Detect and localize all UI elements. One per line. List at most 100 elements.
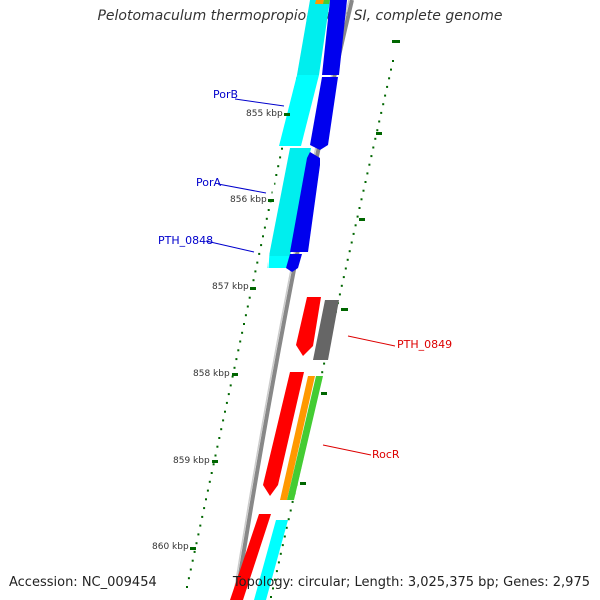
inner-scale-dot xyxy=(262,235,264,238)
outer-scale-dot xyxy=(352,232,355,235)
pth0849-cds-arrow xyxy=(296,297,321,356)
gene-label-pora[interactable]: PorA xyxy=(196,176,221,189)
inner-scale-dot xyxy=(214,454,217,457)
outer-scale-dot xyxy=(275,570,278,573)
outer-scale-dot xyxy=(354,224,357,227)
outer-scale-dot xyxy=(289,509,292,512)
outer-scale-dot xyxy=(285,526,288,529)
pora-leader xyxy=(217,183,267,194)
outer-scale-dot xyxy=(364,181,367,183)
porb-cds-arrow-2 xyxy=(310,77,338,150)
inner-scale-dot xyxy=(205,498,207,501)
outer-scale-dot xyxy=(386,85,389,88)
gene-label-porb[interactable]: PorB xyxy=(213,88,238,101)
forward-strand-features xyxy=(230,297,339,600)
porb-feature-bar xyxy=(297,0,330,75)
inner-scale-dot xyxy=(254,270,257,273)
inner-scale-dot xyxy=(203,507,206,510)
gene-label-pth0848[interactable]: PTH_0848 xyxy=(158,234,213,247)
ruler-mark-858 xyxy=(232,373,238,376)
outer-scale-dot xyxy=(348,250,351,253)
inner-scale-dot xyxy=(224,410,226,413)
outer-tick xyxy=(300,482,306,485)
outer-scale-dot xyxy=(370,155,373,158)
ruler: 855 kbp 856 kbp 857 kbp 858 kbp 859 kbp … xyxy=(152,109,290,552)
genome-summary-text: Topology: circular; Length: 3,025,375 bp… xyxy=(232,575,590,590)
ruler-mark-857 xyxy=(250,287,256,290)
outer-scale-dot xyxy=(283,535,286,538)
ruler-mark-856 xyxy=(268,199,274,202)
outer-scale-dot xyxy=(350,241,353,244)
inner-scale-dot xyxy=(263,226,266,229)
label-leaders xyxy=(205,98,396,456)
inner-scale-dot xyxy=(235,358,238,361)
top-gene-green xyxy=(323,0,330,4)
rocr-green-feature xyxy=(287,376,323,500)
rocr-cds-arrow xyxy=(263,372,304,496)
ruler-label-858: 858 kbp xyxy=(193,369,230,379)
outer-scale-dot xyxy=(360,198,363,201)
pth0848-cds-arrow xyxy=(286,254,302,272)
ruler-label-859: 859 kbp xyxy=(173,456,210,466)
inner-scale-dot xyxy=(275,174,278,176)
inner-scale-dot xyxy=(195,542,198,545)
inner-scale-dot xyxy=(260,244,263,247)
ruler-mark-859 xyxy=(212,460,218,463)
outer-scale-dot xyxy=(281,544,284,547)
inner-scale-dot xyxy=(208,480,211,483)
outer-scale-dot xyxy=(342,276,345,279)
inner-scale-dot xyxy=(222,419,225,422)
inner-scale-dot xyxy=(273,182,276,185)
inner-scale-dot xyxy=(233,366,236,369)
reverse-strand-features xyxy=(267,0,330,269)
outer-tick xyxy=(359,218,365,221)
inner-scale-dot xyxy=(199,524,202,527)
inner-scale-dot xyxy=(186,586,188,588)
inner-scale-dot xyxy=(265,217,268,220)
outer-scale-dot xyxy=(376,129,379,132)
outer-scale-dot xyxy=(323,362,326,365)
pora-feature-bar xyxy=(269,148,311,256)
inner-scale-dot xyxy=(277,165,280,168)
outer-scale-dot xyxy=(344,267,347,270)
inner-scale-dot xyxy=(258,252,261,255)
inner-scale-dot xyxy=(216,445,219,448)
outer-scale-dot xyxy=(338,293,341,296)
ruler-mark-860 xyxy=(190,547,196,550)
outer-scale-dot xyxy=(356,215,359,218)
inner-scale-dot xyxy=(206,489,209,492)
outer-scale-dot xyxy=(346,258,349,261)
inner-scale-dot xyxy=(256,261,259,264)
pth0849-leader xyxy=(347,335,396,347)
outer-scale-dot xyxy=(321,371,324,374)
outer-scale-dot xyxy=(340,284,343,287)
outer-tick xyxy=(392,40,400,43)
inner-scale-dot xyxy=(201,515,204,518)
inner-scale-dot xyxy=(267,209,270,211)
inner-scale-dot xyxy=(244,314,247,317)
outer-tick xyxy=(341,308,348,311)
inner-scale-dot xyxy=(237,349,240,352)
gene-label-pth0849[interactable]: PTH_0849 xyxy=(397,338,452,351)
accession-text: Accession: NC_009454 xyxy=(9,575,157,590)
rocr-leader xyxy=(322,444,372,456)
bottom-red-cds xyxy=(230,514,271,600)
inner-scale-dot xyxy=(229,384,232,387)
gene-label-rocr[interactable]: RocR xyxy=(372,448,400,461)
outer-major-ticks xyxy=(300,40,400,485)
pth0848-feature-bar xyxy=(267,256,290,268)
outer-scale-dot xyxy=(378,120,381,123)
outer-tick xyxy=(376,132,382,135)
inner-scale-dot xyxy=(241,331,244,334)
inner-scale-dot xyxy=(212,463,215,466)
inner-scale-dot xyxy=(225,401,228,404)
ruler-label-856: 856 kbp xyxy=(230,195,267,205)
outer-scale-dot xyxy=(368,163,371,166)
bottom-cyan-feature xyxy=(254,520,288,600)
inner-scale-dot xyxy=(197,533,200,536)
outer-scale-dot xyxy=(273,578,276,581)
top-gene-orange xyxy=(315,0,324,4)
map-title: Pelotomaculum thermopropionicum SI, comp… xyxy=(97,8,503,24)
pth0848-leader xyxy=(205,240,255,253)
